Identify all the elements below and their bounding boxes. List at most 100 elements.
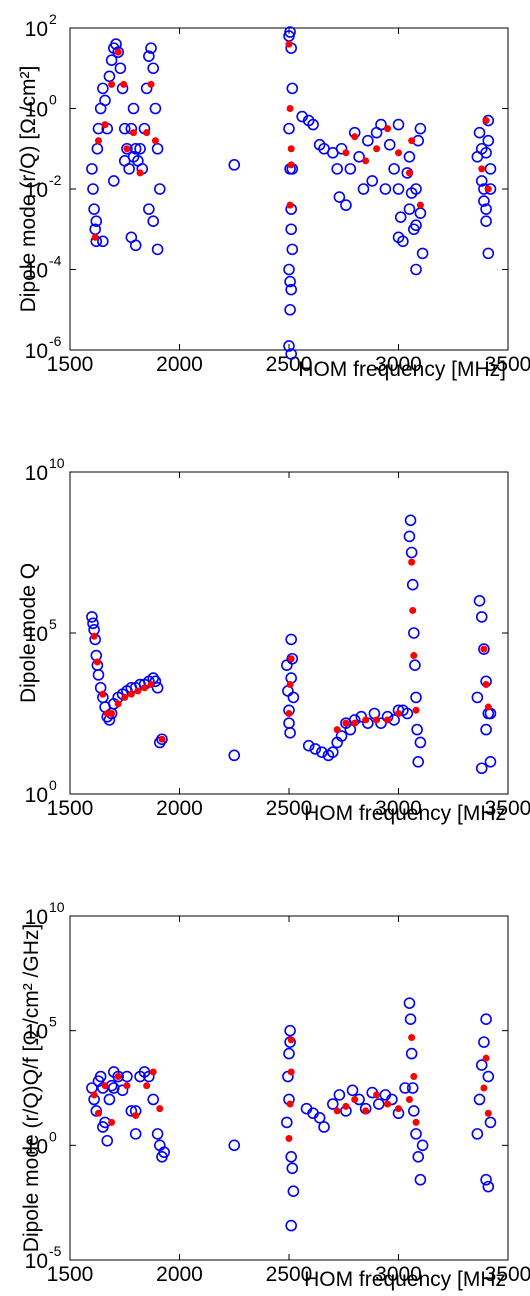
y-axis-label: Dipole mode (r/Q) [Ω /cm²] xyxy=(17,66,40,313)
data-point xyxy=(92,122,105,135)
data-point xyxy=(86,163,98,175)
data-point xyxy=(475,762,488,775)
data-point-highlight xyxy=(480,645,488,653)
plot-frame xyxy=(69,27,509,351)
y-tick-label: 10 xyxy=(25,260,48,283)
data-point xyxy=(127,102,140,115)
data-point-highlight xyxy=(286,681,294,689)
data-point xyxy=(121,142,133,155)
data-point xyxy=(118,122,131,135)
data-point xyxy=(480,1013,492,1026)
data-point xyxy=(406,1082,419,1094)
data-point xyxy=(344,163,357,175)
data-point xyxy=(335,730,348,742)
data-point xyxy=(326,1098,339,1110)
x-tick-label: 3000 xyxy=(375,353,422,376)
data-point xyxy=(412,755,425,768)
x-tick-label: 3500 xyxy=(485,353,530,376)
data-point-highlight xyxy=(127,690,135,698)
data-point-highlight xyxy=(108,80,116,88)
data-point xyxy=(482,247,495,260)
data-point xyxy=(340,199,352,211)
data-point xyxy=(153,183,166,195)
data-point xyxy=(91,142,104,155)
plot-frame xyxy=(69,915,509,1261)
data-point xyxy=(156,733,168,746)
data-point-highlight xyxy=(384,716,392,724)
data-point-highlight xyxy=(287,145,295,153)
y-axis-label: Dipole mode (r/Q)Q/f [Ω /cm² /GHz] xyxy=(20,924,43,1252)
data-point-highlight xyxy=(287,655,295,663)
data-point-highlight xyxy=(114,1073,122,1081)
data-point xyxy=(309,743,322,755)
data-point-highlight xyxy=(362,1107,370,1115)
x-tick-label: 1500 xyxy=(47,353,94,376)
data-point-highlight xyxy=(484,185,492,193)
data-point-highlight xyxy=(395,1105,402,1113)
data-point-highlight xyxy=(362,716,370,724)
data-point xyxy=(90,215,103,227)
x-tick-label: 2500 xyxy=(266,1263,313,1286)
data-point xyxy=(344,723,357,736)
data-point xyxy=(145,42,157,54)
data-point xyxy=(316,746,328,758)
data-point-highlight xyxy=(416,201,424,209)
data-point xyxy=(473,1093,486,1106)
data-point xyxy=(414,1173,427,1186)
data-point xyxy=(97,1121,109,1133)
y-tick-label: 10 xyxy=(25,340,48,363)
y-tick-exponent: 5 xyxy=(49,616,57,632)
data-point-highlight xyxy=(136,169,144,177)
data-point xyxy=(471,1128,484,1140)
data-point xyxy=(127,151,140,163)
data-point xyxy=(406,578,419,591)
data-point xyxy=(287,1185,300,1197)
data-point xyxy=(375,118,387,131)
data-point-highlight xyxy=(149,1068,157,1076)
data-point-highlight xyxy=(395,710,402,717)
data-point xyxy=(410,219,422,232)
data-point xyxy=(86,611,98,623)
data-point xyxy=(331,163,343,175)
data-point-highlight xyxy=(114,700,122,708)
data-point xyxy=(388,163,400,175)
data-point xyxy=(405,546,418,559)
x-tick-label: 3500 xyxy=(485,1263,530,1286)
data-point xyxy=(404,514,417,527)
data-point xyxy=(335,142,348,155)
data-point xyxy=(307,118,319,131)
data-point xyxy=(478,1036,490,1048)
data-point xyxy=(409,659,421,672)
x-tick-label: 2500 xyxy=(266,797,313,820)
x-axis-label: HOM frequency [MHz xyxy=(304,1268,506,1291)
data-point-highlight xyxy=(478,165,486,173)
data-point-highlight xyxy=(94,1109,102,1117)
plot-frame xyxy=(69,471,509,795)
data-point xyxy=(97,235,109,248)
data-point xyxy=(284,303,296,316)
data-point xyxy=(411,723,423,736)
y-tick-label: 10 xyxy=(25,784,48,807)
data-point xyxy=(302,739,315,752)
data-point-highlight xyxy=(286,201,294,209)
data-point xyxy=(403,203,416,215)
data-point xyxy=(285,1219,297,1232)
data-point-highlight xyxy=(384,1100,392,1108)
data-point xyxy=(112,1070,124,1083)
data-point xyxy=(158,1146,170,1159)
data-point xyxy=(283,1047,295,1060)
x-tick-label: 1500 xyxy=(47,1263,94,1286)
data-point xyxy=(284,727,296,739)
data-point xyxy=(94,1070,107,1083)
data-point-highlight xyxy=(285,40,293,48)
data-point xyxy=(108,175,120,187)
data-point xyxy=(151,1128,164,1140)
data-point-highlight xyxy=(342,149,350,157)
data-point xyxy=(87,183,99,195)
data-point xyxy=(475,175,488,187)
data-point xyxy=(416,247,429,260)
data-point xyxy=(366,175,379,187)
data-point xyxy=(284,1024,296,1037)
data-point xyxy=(473,126,486,139)
